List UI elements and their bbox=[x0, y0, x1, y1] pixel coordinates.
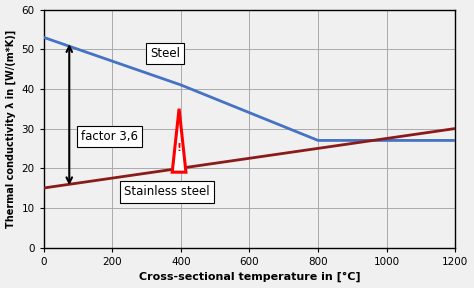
Text: !: ! bbox=[176, 143, 182, 154]
Text: Stainless steel: Stainless steel bbox=[124, 185, 210, 198]
Text: Steel: Steel bbox=[150, 47, 180, 60]
Polygon shape bbox=[172, 109, 186, 172]
Y-axis label: Thermal conductivity λ in [W/(m*K)]: Thermal conductivity λ in [W/(m*K)] bbox=[6, 29, 16, 228]
X-axis label: Cross-sectional temperature in [°C]: Cross-sectional temperature in [°C] bbox=[138, 272, 360, 283]
Text: factor 3,6: factor 3,6 bbox=[81, 130, 138, 143]
